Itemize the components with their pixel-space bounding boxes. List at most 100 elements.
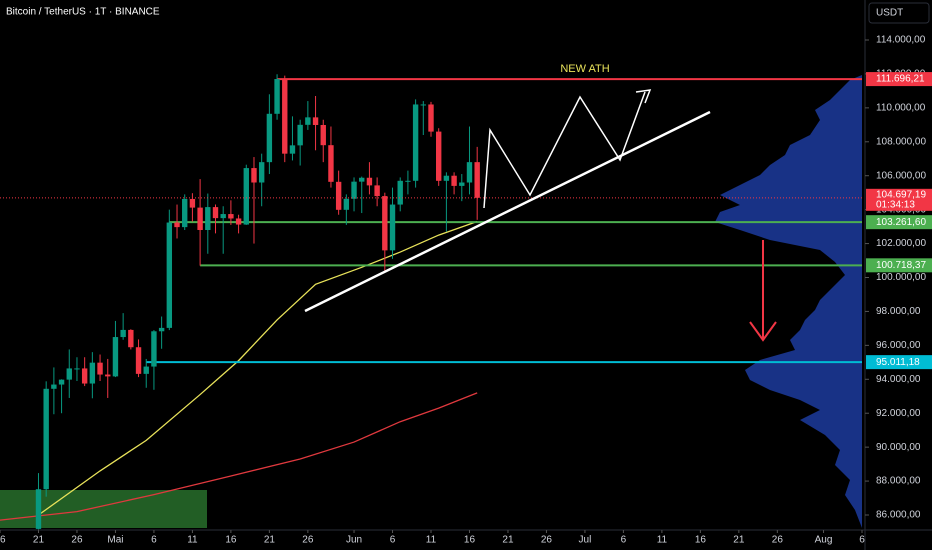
currency: USDT [876, 8, 903, 19]
x-tick-label: Jun [346, 535, 362, 546]
candle-body [197, 207, 203, 231]
level-label: 111.696,21 [876, 74, 925, 85]
candle-body [312, 117, 319, 125]
candle-body [436, 131, 442, 181]
x-tick-label: 16 [695, 535, 707, 546]
candle-body [351, 181, 357, 199]
y-tick-label: 94.000,00 [876, 374, 921, 385]
x-tick-label: 11 [657, 535, 668, 546]
y-tick-label: 98.000,00 [876, 306, 921, 317]
candle-body [220, 214, 226, 219]
currency-box [868, 2, 930, 24]
candle-body [389, 204, 396, 251]
y-tick-label: 86.000,00 [876, 510, 921, 521]
candle-body [151, 331, 157, 367]
last-price-tag [866, 188, 932, 211]
level-tag [866, 355, 932, 370]
annotation: NEW ATH [560, 63, 609, 75]
candle-body [382, 196, 388, 251]
candle-body [205, 207, 211, 231]
x-tick-label: 21 [33, 535, 45, 546]
x-tick-label: 16 [0, 535, 6, 546]
plot-area [0, 75, 862, 528]
candle-body [120, 329, 126, 338]
x-tick-label: 26 [302, 535, 314, 546]
candle-body [343, 198, 350, 210]
candle-body [451, 175, 457, 186]
level-label: 103.261,60 [876, 217, 926, 228]
last-price-label: 104.697,19 [876, 189, 926, 200]
candle-body [112, 337, 119, 377]
candle-body [459, 182, 465, 186]
x-tick-label: 21 [733, 535, 745, 546]
x-tick-label: 6 [859, 535, 865, 546]
y-tick-label: 96.000,00 [876, 340, 921, 351]
candle-body [474, 162, 480, 198]
y-tick-label: 90.000,00 [876, 442, 921, 453]
x-tick-label: 21 [264, 535, 276, 546]
candle-body [274, 79, 280, 114]
candle-body [105, 374, 111, 377]
level-tag [866, 215, 932, 230]
y-tick-label: 88.000,00 [876, 476, 921, 487]
x-tick-label: Aug [815, 535, 833, 546]
level-tag [866, 72, 932, 87]
x-tick-label: 16 [225, 535, 237, 546]
level-label: 100.718,37 [876, 260, 926, 271]
candle-body [35, 489, 42, 529]
y-tick-label: 100.000,00 [876, 272, 926, 283]
candle-body [228, 214, 234, 219]
moving-average [0, 392, 478, 521]
candle-body [243, 168, 249, 225]
candle-body [466, 162, 473, 183]
candle-body [405, 180, 411, 182]
candle-body [335, 181, 342, 210]
candle-body [128, 329, 134, 348]
moving-average [38, 220, 478, 516]
candle-body [143, 366, 149, 374]
candle-body [66, 368, 72, 380]
x-tick-label: 6 [151, 535, 157, 546]
y-tick-label: 108.000,00 [876, 136, 926, 147]
candle-body [158, 327, 165, 332]
candle-body [359, 177, 365, 182]
candle-body [135, 347, 142, 374]
candle-body [212, 207, 219, 219]
y-tick-label: 114.000,00 [876, 35, 926, 46]
candle-body [89, 362, 96, 384]
x-tick-label: 16 [464, 535, 476, 546]
candle-body [258, 162, 265, 183]
x-tick-label: 11 [426, 535, 437, 546]
x-tick-label: 26 [772, 535, 784, 546]
candle-body [97, 362, 103, 375]
x-tick-label: 26 [541, 535, 553, 546]
x-tick-label: 6 [390, 535, 396, 546]
level-label: 95.011,18 [876, 357, 920, 368]
y-tick-label: 106.000,00 [876, 170, 926, 181]
candle-body [189, 198, 196, 208]
projection-arrow-head [635, 89, 652, 104]
candle-body [251, 168, 257, 183]
down-arrow-head [749, 321, 777, 342]
drawings [304, 89, 777, 342]
x-tick-label: 11 [187, 535, 198, 546]
candle-body [43, 388, 49, 490]
x-tick-label: Mai [107, 535, 123, 546]
candle-body [397, 180, 403, 205]
candle-body [174, 222, 180, 228]
candle-body [266, 113, 273, 163]
projection-path [483, 91, 646, 209]
y-tick-label: 110.000,00 [876, 103, 926, 114]
candle-body [58, 379, 65, 385]
candle-body [328, 145, 334, 182]
x-tick-label: 26 [71, 535, 83, 546]
candle-body [289, 145, 296, 154]
candle-body [374, 185, 380, 197]
candle-body [297, 124, 303, 146]
candle-body [443, 175, 450, 181]
trend-line [304, 110, 711, 313]
candle-body [366, 177, 373, 186]
